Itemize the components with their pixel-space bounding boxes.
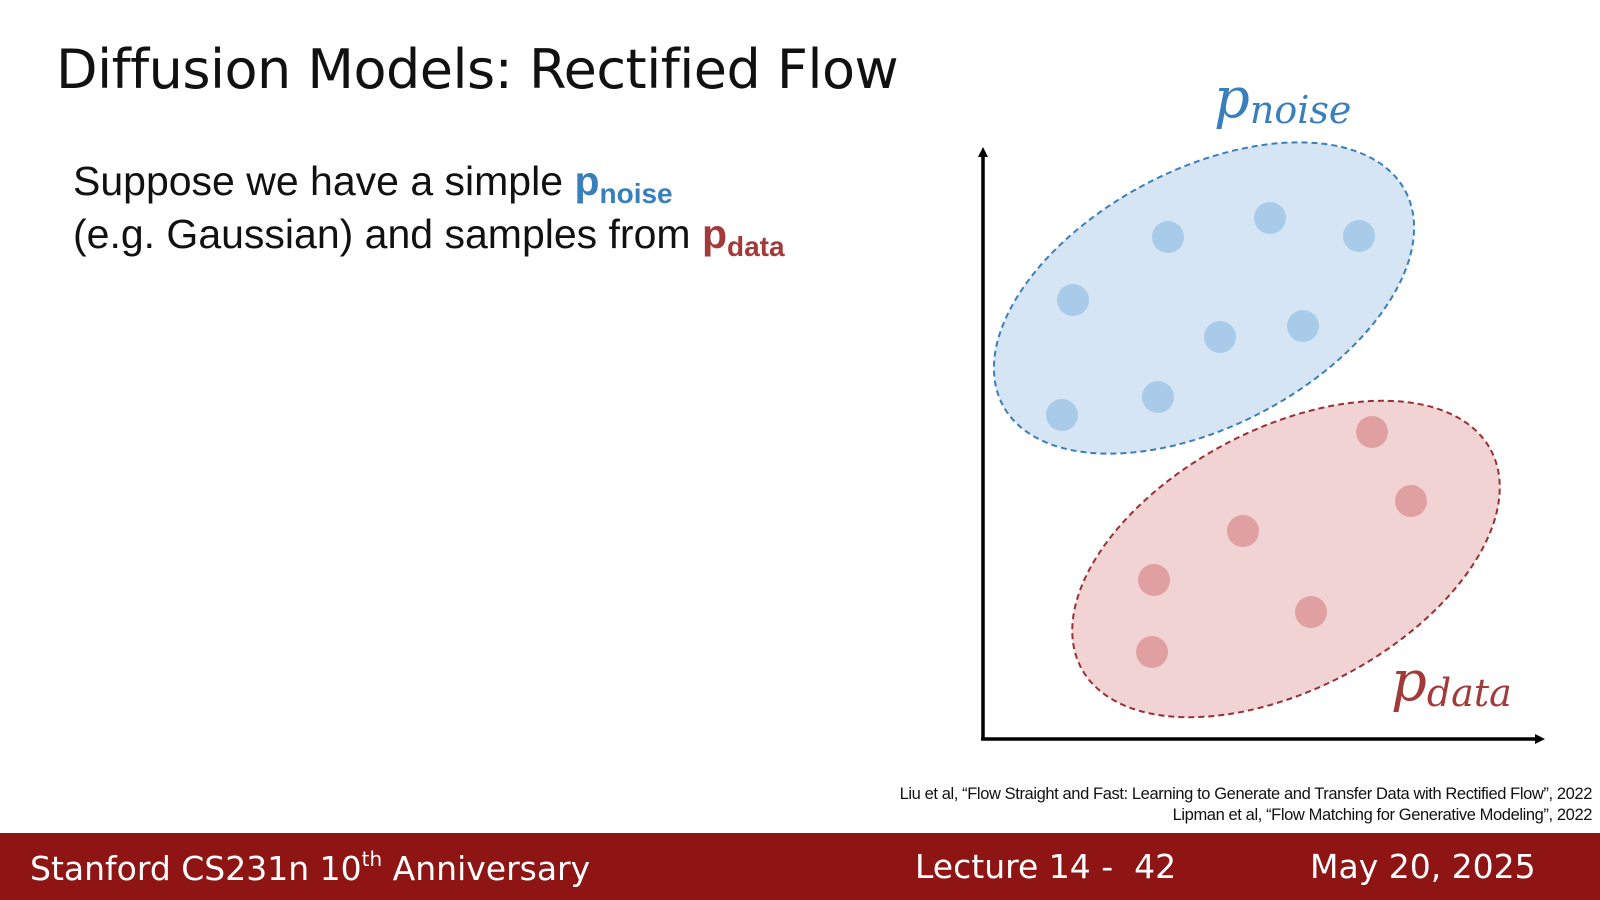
symbol: pnoise <box>574 158 672 209</box>
noise-label: pnoise <box>1214 66 1351 132</box>
slide-title: Diffusion Models: Rectified Flow <box>56 38 899 101</box>
course: Stanford CS231n 10th Anniversary <box>30 847 590 888</box>
symbol: pdata <box>701 211 785 262</box>
symbol-p: p <box>701 211 727 257</box>
date: May 20, 2025 <box>1310 847 1536 886</box>
citation: Lipman et al, “Flow Matching for Generat… <box>1172 806 1593 824</box>
data-dot <box>1136 636 1168 668</box>
noise-dot <box>1343 220 1375 252</box>
label-p: p <box>1391 649 1427 714</box>
label-subscript: data <box>1427 671 1512 715</box>
course-name: Stanford CS231n 10 <box>30 849 362 888</box>
noise-dot <box>1152 221 1184 253</box>
footer: Stanford CS231n 10th Anniversary Lecture… <box>0 833 1600 900</box>
data-label: pdata <box>1391 649 1512 715</box>
citation: Liu et al, “Flow Straight and Fast: Lear… <box>899 785 1593 803</box>
symbol-subscript: noise <box>599 178 673 209</box>
lecture: Lecture 14 - 42 <box>915 847 1177 886</box>
noise-dot <box>1204 321 1236 353</box>
data-samples <box>1136 416 1427 668</box>
diagram: pnoise pdata <box>978 66 1545 744</box>
symbol-subscript: data <box>727 231 785 262</box>
data-dot <box>1295 596 1327 628</box>
label-p: p <box>1214 66 1250 131</box>
noise-dot <box>1057 284 1089 316</box>
body-line: Suppose we have a simple pnoise <box>73 158 673 210</box>
noise-dot <box>1254 202 1286 234</box>
noise-dot <box>1142 381 1174 413</box>
data-dot <box>1138 564 1170 596</box>
body-line: (e.g. Gaussian) and samples from pdata <box>73 211 785 263</box>
course-suffix: Anniversary <box>392 849 591 888</box>
body-text: Suppose we have a simple <box>73 158 564 204</box>
data-dot <box>1395 485 1427 517</box>
noise-region <box>992 141 1416 455</box>
noise-samples <box>1046 202 1375 431</box>
data-dot <box>1356 416 1388 448</box>
body-text: (e.g. Gaussian) and samples from <box>73 211 691 257</box>
symbol-p: p <box>574 158 600 204</box>
noise-dot <box>1287 310 1319 342</box>
noise-dot <box>1046 399 1078 431</box>
data-dot <box>1227 515 1259 547</box>
label-subscript: noise <box>1250 88 1352 132</box>
data-region <box>1071 399 1501 719</box>
course-superscript: th <box>361 847 383 871</box>
